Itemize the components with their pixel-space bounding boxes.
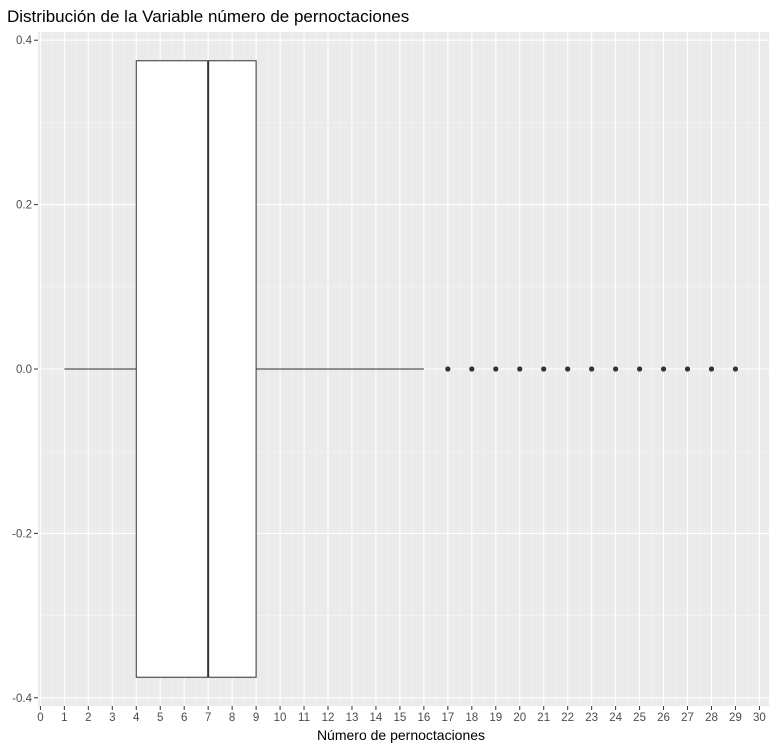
y-axis: -0.4 -0.2 0.0 0.2 0.4 xyxy=(12,35,38,705)
outlier-point xyxy=(589,366,595,372)
x-tick-label: 2 xyxy=(85,712,91,724)
y-tick-label: 0.4 xyxy=(16,35,33,47)
x-tick-label: 20 xyxy=(513,712,526,724)
x-tick-label: 6 xyxy=(181,712,187,724)
x-tick-label: 22 xyxy=(561,712,574,724)
outlier-point xyxy=(517,366,523,372)
chart-title: Distribución de la Variable número de pe… xyxy=(7,7,409,26)
x-tick-label: 4 xyxy=(133,712,140,724)
y-tick-label: 0.0 xyxy=(16,364,32,376)
x-tick-label: 9 xyxy=(253,712,259,724)
outlier-point xyxy=(732,366,739,372)
x-tick-label: 1 xyxy=(61,712,67,724)
y-tick-label: -0.4 xyxy=(12,693,32,705)
x-tick-label: 10 xyxy=(274,712,287,724)
x-tick-label: 19 xyxy=(489,712,502,724)
x-tick-label: 28 xyxy=(705,712,718,724)
x-tick-label: 11 xyxy=(298,712,310,724)
x-tick-label: 29 xyxy=(729,712,742,724)
x-tick-label: 27 xyxy=(681,712,694,724)
x-tick-label: 3 xyxy=(109,712,115,724)
x-tick-label: 5 xyxy=(157,712,163,724)
outlier-point xyxy=(469,366,475,372)
x-tick-label: 23 xyxy=(585,712,598,724)
x-tick-label: 13 xyxy=(346,712,359,724)
x-axis: 0 1 2 3 4 5 6 7 8 9 10 11 12 13 14 15 16 17 18 19 20 21 22 23 24… xyxy=(37,706,766,724)
x-axis-title: Número de pernoctaciones xyxy=(317,727,485,743)
outlier-point xyxy=(660,366,667,372)
outlier-point xyxy=(445,366,451,372)
x-tick-label: 14 xyxy=(370,712,383,724)
x-tick-label: 17 xyxy=(441,712,454,724)
box-layer xyxy=(64,60,739,678)
outlier-point xyxy=(613,366,619,372)
outlier-point xyxy=(565,366,571,372)
x-tick-label: 16 xyxy=(417,712,430,724)
x-tick-label: 25 xyxy=(633,712,646,724)
outlier-point xyxy=(708,366,715,372)
x-tick-label: 30 xyxy=(753,712,766,724)
y-tick-label: -0.2 xyxy=(12,528,32,540)
x-tick-label: 0 xyxy=(37,712,43,724)
x-tick-label: 18 xyxy=(465,712,478,724)
outlier-point xyxy=(541,366,547,372)
x-tick-label: 21 xyxy=(537,712,550,724)
iqr-box xyxy=(135,60,257,678)
outlier-point xyxy=(493,366,499,372)
x-tick-label: 26 xyxy=(657,712,670,724)
x-tick-label: 15 xyxy=(394,712,407,724)
x-tick-label: 7 xyxy=(205,712,211,724)
x-tick-label: 8 xyxy=(229,712,235,724)
x-tick-label: 12 xyxy=(322,712,335,724)
y-tick-label: 0.2 xyxy=(16,200,32,212)
outlier-point xyxy=(636,366,643,372)
x-tick-label: 24 xyxy=(609,712,622,724)
outlier-point xyxy=(684,366,691,372)
